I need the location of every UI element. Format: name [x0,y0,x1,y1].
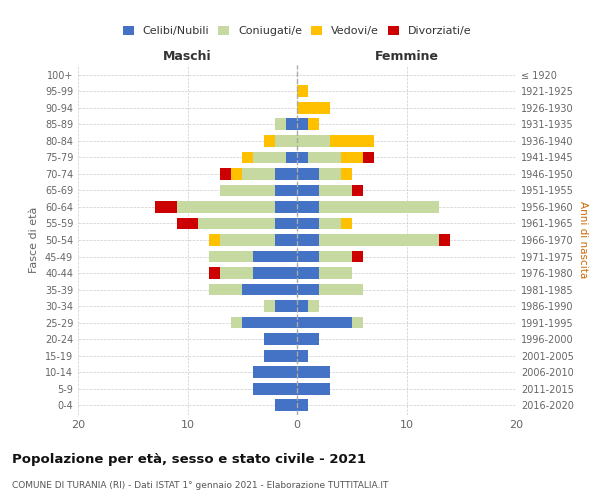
Bar [253,382,297,394]
Y-axis label: Fasce di età: Fasce di età [29,207,39,273]
Bar [297,218,319,230]
Bar [155,201,176,213]
Bar [264,300,275,312]
Bar [275,201,297,213]
Bar [275,218,297,230]
Bar [275,184,297,196]
Bar [242,152,253,164]
Bar [330,135,374,147]
Bar [352,250,362,262]
Bar [319,168,341,180]
Bar [439,234,450,246]
Bar [275,399,297,411]
Bar [297,366,330,378]
Bar [275,234,297,246]
Bar [199,218,275,230]
Bar [308,300,319,312]
Text: Maschi: Maschi [163,50,212,62]
Bar [220,234,275,246]
Bar [220,184,275,196]
Bar [308,118,319,130]
Bar [275,118,286,130]
Bar [341,152,362,164]
Bar [297,250,319,262]
Bar [297,184,319,196]
Y-axis label: Anni di nascita: Anni di nascita [578,202,587,278]
Bar [319,234,439,246]
Bar [341,168,352,180]
Bar [297,201,319,213]
Bar [297,284,319,296]
Bar [297,118,308,130]
Bar [297,135,330,147]
Bar [264,350,297,362]
Bar [297,300,308,312]
Bar [242,168,275,180]
Bar [176,201,275,213]
Bar [253,250,297,262]
Bar [297,267,319,279]
Bar [319,284,362,296]
Bar [253,366,297,378]
Bar [297,333,319,345]
Bar [297,86,308,98]
Bar [275,168,297,180]
Bar [209,250,253,262]
Bar [341,218,352,230]
Bar [220,168,232,180]
Text: Femmine: Femmine [374,50,439,62]
Bar [253,267,297,279]
Bar [297,316,352,328]
Bar [209,284,242,296]
Text: COMUNE DI TURANIA (RI) - Dati ISTAT 1° gennaio 2021 - Elaborazione TUTTITALIA.IT: COMUNE DI TURANIA (RI) - Dati ISTAT 1° g… [12,481,388,490]
Bar [319,218,341,230]
Text: Popolazione per età, sesso e stato civile - 2021: Popolazione per età, sesso e stato civil… [12,452,366,466]
Bar [253,152,286,164]
Bar [220,267,253,279]
Bar [297,399,308,411]
Bar [209,234,220,246]
Bar [209,267,220,279]
Bar [242,284,297,296]
Bar [319,250,352,262]
Bar [275,300,297,312]
Bar [297,234,319,246]
Bar [286,152,297,164]
Bar [308,152,341,164]
Bar [352,184,362,196]
Bar [232,316,242,328]
Bar [319,267,352,279]
Bar [297,168,319,180]
Bar [286,118,297,130]
Bar [297,382,330,394]
Bar [297,350,308,362]
Legend: Celibi/Nubili, Coniugati/e, Vedovi/e, Divorziati/e: Celibi/Nubili, Coniugati/e, Vedovi/e, Di… [118,22,476,41]
Bar [297,102,330,114]
Bar [264,135,275,147]
Bar [242,316,297,328]
Bar [275,135,297,147]
Bar [352,316,362,328]
Bar [264,333,297,345]
Bar [176,218,199,230]
Bar [297,152,308,164]
Bar [319,201,439,213]
Bar [232,168,242,180]
Bar [319,184,352,196]
Bar [362,152,374,164]
